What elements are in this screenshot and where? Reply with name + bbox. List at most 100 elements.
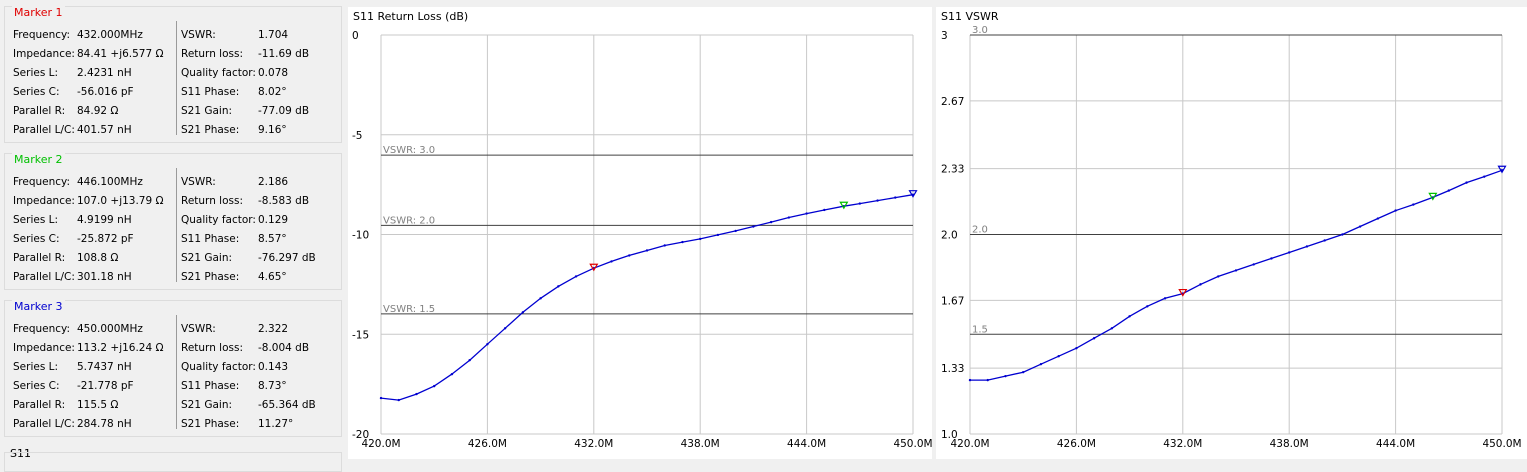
x-tick-label: 438.0M (681, 438, 720, 450)
field-label: S21 Phase: (181, 124, 240, 136)
marker-1-box: Marker 1 Frequency: 432.000MHz Impedance: 84… (4, 6, 342, 143)
series-line (970, 169, 1503, 381)
series-point (787, 216, 791, 219)
series-point (1465, 181, 1468, 184)
field-value: 108.8 Ω (77, 252, 119, 264)
series-point (1163, 297, 1167, 300)
field-value: -21.778 pF (77, 380, 134, 392)
field-label: Frequency: (13, 323, 71, 335)
field-value: 446.100MHz (77, 176, 143, 188)
column-separator (176, 315, 177, 429)
series-point (968, 378, 972, 382)
series-point (1217, 275, 1220, 278)
y-tick-label: 2.0 (941, 230, 958, 242)
series-point (663, 244, 666, 247)
field-value: 284.78 nH (77, 418, 132, 430)
series-point (574, 275, 578, 278)
field-value: 8.73° (258, 380, 287, 392)
series-point (876, 199, 879, 202)
field-label: Frequency: (13, 29, 71, 41)
series-point (769, 220, 773, 224)
series-point (894, 196, 897, 199)
marker-triangle (589, 263, 599, 272)
field-label: S21 Gain: (181, 399, 233, 411)
series-point (1146, 305, 1149, 308)
marker-title: Marker 3 (12, 300, 65, 313)
x-tick-label: 420.0M (361, 438, 400, 450)
x-tick-label: 450.0M (893, 438, 932, 450)
marker-triangle (1178, 288, 1188, 297)
field-value: 113.2 +j16.24 Ω (77, 342, 164, 354)
y-tick-label: 2.67 (941, 96, 964, 108)
field-value: 2.4231 nH (77, 67, 132, 79)
series-point (752, 225, 755, 228)
reference-line-label: VSWR: 1.5 (383, 304, 435, 315)
series-point (486, 343, 489, 346)
y-tick-label: 3 (941, 30, 948, 42)
series-point (1075, 347, 1078, 350)
series-point (610, 260, 613, 263)
y-tick-label: 1.67 (941, 295, 964, 307)
series-point (433, 384, 436, 388)
field-value: 4.9199 nH (77, 214, 132, 226)
marker-triangle (908, 190, 918, 198)
series-point (1483, 175, 1486, 178)
series-point (539, 297, 542, 300)
x-tick-label: 450.0M (1482, 438, 1521, 450)
series-point (681, 240, 684, 244)
chart-title: S11 VSWR (941, 10, 999, 23)
field-value: 0.078 (258, 67, 289, 79)
series-point (1110, 327, 1114, 330)
field-value: 8.02° (258, 86, 287, 98)
series-point (503, 327, 507, 330)
series-point (379, 396, 383, 400)
series-point (415, 392, 418, 396)
x-tick-label: 432.0M (574, 438, 613, 450)
series-point (1376, 217, 1380, 220)
field-label: VSWR: (181, 29, 216, 41)
field-label: Series C: (13, 233, 60, 245)
series-point (397, 398, 400, 402)
x-tick-label: 426.0M (468, 438, 507, 450)
series-point (1199, 283, 1202, 286)
series-point (1004, 374, 1007, 378)
field-value: 301.18 nH (77, 271, 132, 283)
field-label: Return loss: (181, 195, 244, 207)
field-label: S21 Phase: (181, 418, 240, 430)
series-point (805, 212, 808, 215)
field-label: S11 Phase: (181, 86, 240, 98)
y-tick-label: 1.0 (941, 429, 958, 441)
series-point (1394, 209, 1397, 212)
marker-title: Marker 1 (12, 6, 65, 19)
field-value: -76.297 dB (258, 252, 316, 264)
field-value: 115.5 Ω (77, 399, 119, 411)
series-point (1234, 269, 1238, 272)
field-value: -8.583 dB (258, 195, 310, 207)
field-value: 9.16° (258, 124, 287, 136)
field-value: 450.000MHz (77, 323, 143, 335)
field-label: Parallel R: (13, 105, 66, 117)
field-value: 84.41 +j6.577 Ω (77, 48, 164, 60)
series-point (1288, 251, 1291, 254)
field-value: 401.57 nH (77, 124, 132, 136)
x-tick-label: 426.0M (1057, 438, 1096, 450)
x-tick-label: 432.0M (1163, 438, 1202, 450)
field-label: S21 Gain: (181, 252, 233, 264)
series-point (716, 233, 720, 237)
marker-triangle (839, 201, 849, 210)
series-point (1305, 245, 1309, 248)
field-label: Series L: (13, 361, 59, 373)
field-value: 84.92 Ω (77, 105, 119, 117)
field-label: Impedance: (13, 342, 75, 354)
y-tick-label: -20 (352, 429, 369, 441)
vswr-chart: S11 VSWR 420.0M 426.0M 432.0M 438.0M 444.0M 4… (936, 7, 1527, 459)
series-point (1358, 225, 1362, 228)
field-label: S21 Phase: (181, 271, 240, 283)
series-point (1039, 362, 1043, 366)
series-point (1092, 337, 1096, 340)
return-loss-chart: S11 Return Loss (dB) 420.0M 426.0M 432.0M 4… (348, 7, 932, 459)
field-label: Parallel R: (13, 399, 66, 411)
field-label: Impedance: (13, 195, 75, 207)
series-point (1022, 370, 1025, 374)
field-label: Quality factor: (181, 361, 256, 373)
